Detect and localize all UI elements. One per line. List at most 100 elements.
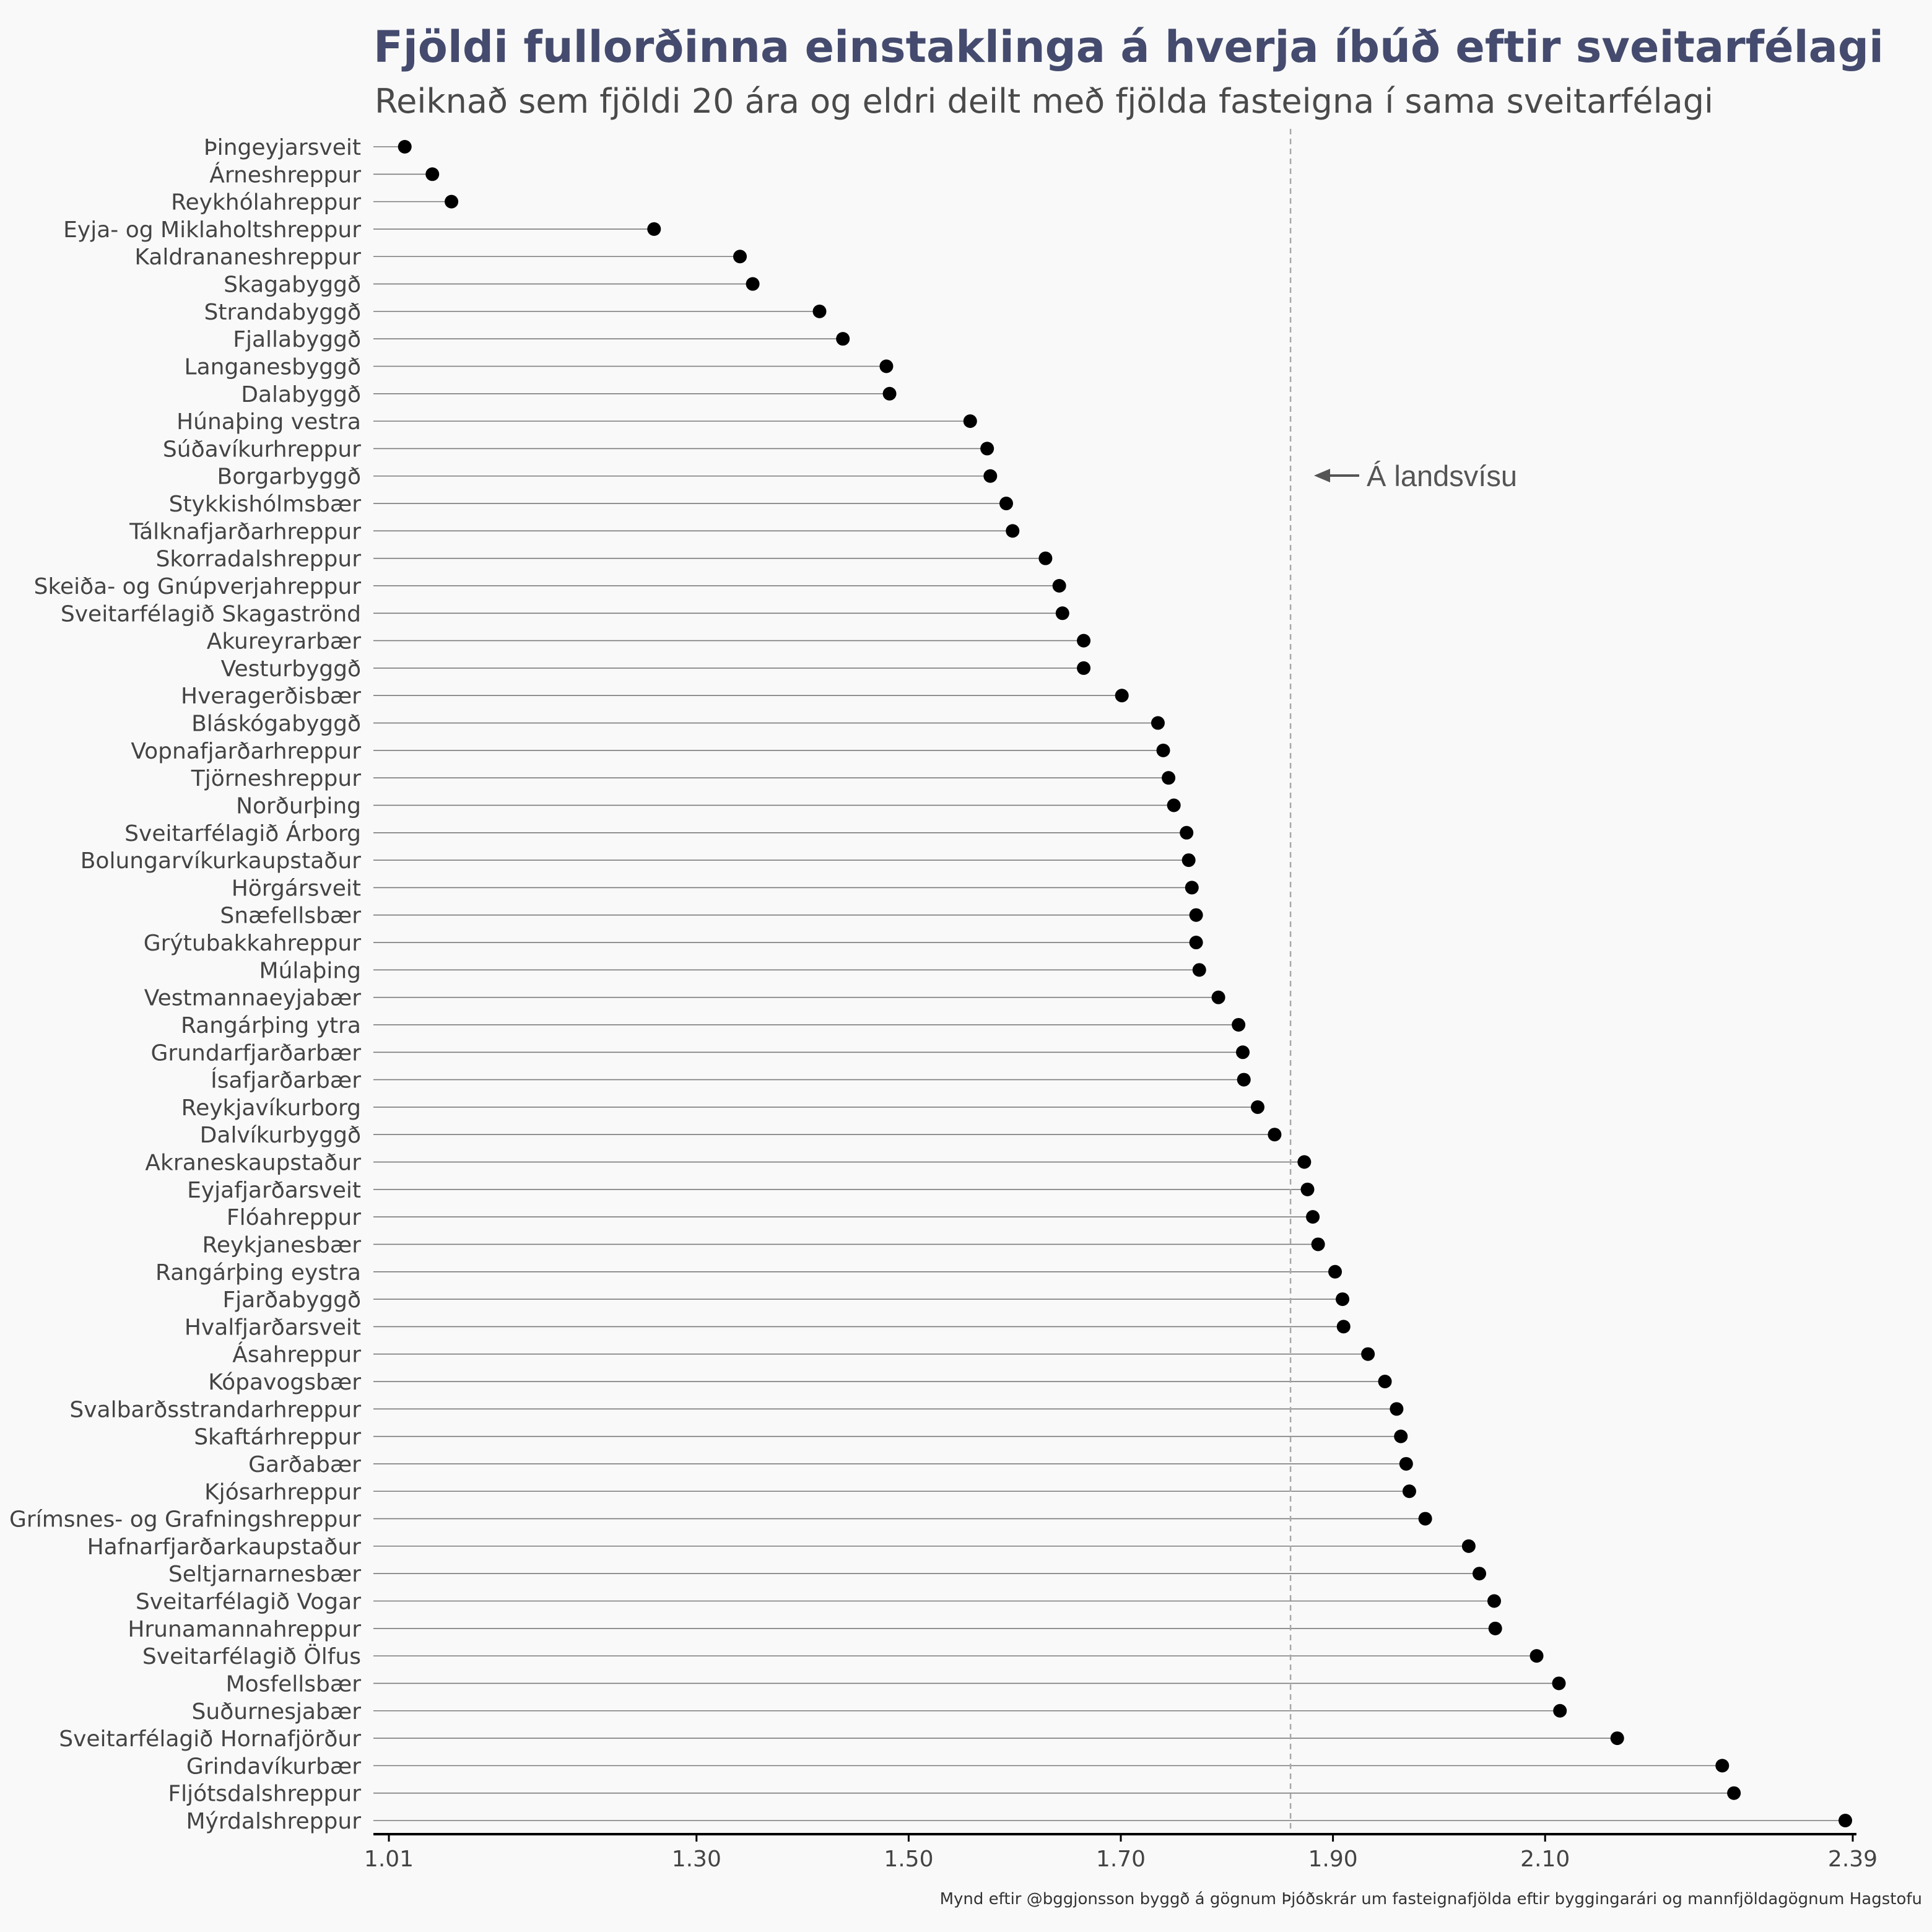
data-point: [1402, 1484, 1416, 1499]
data-point: [1077, 661, 1091, 675]
reference-annotation: Á landsvísu: [1314, 459, 1517, 492]
data-point: [1530, 1649, 1544, 1663]
data-point: [1268, 1128, 1282, 1142]
category-label: Reykjanesbær: [202, 1232, 362, 1258]
category-label: Snæfellsbær: [220, 903, 361, 929]
category-label: Rangárþing eystra: [155, 1260, 361, 1286]
category-label: Vopnafjarðarhreppur: [131, 739, 361, 764]
data-point: [1473, 1567, 1487, 1581]
category-label: Borgarbyggð: [217, 464, 362, 490]
data-point: [1181, 853, 1196, 868]
category-label: Eyja- og Miklaholtshreppur: [63, 217, 361, 243]
data-point: [1167, 798, 1181, 812]
category-label: Seltjarnarnesbær: [168, 1562, 361, 1587]
category-label: Skagabyggð: [224, 272, 361, 298]
data-point: [1297, 1155, 1312, 1169]
category-label: Mosfellsbær: [226, 1671, 362, 1697]
category-label: Langanesbyggð: [185, 354, 361, 380]
category-label: Hrunamannahreppur: [128, 1617, 361, 1642]
category-label: Dalabyggð: [241, 382, 361, 407]
category-label: Grímsnes- og Grafningshreppur: [9, 1507, 361, 1533]
data-point: [836, 332, 850, 346]
category-label: Ásahreppur: [232, 1342, 361, 1368]
data-point: [425, 167, 440, 181]
category-label: Skeiða- og Gnúpverjahreppur: [34, 574, 362, 599]
category-label: Suðurnesjabær: [192, 1699, 362, 1725]
category-label: Hörgársveit: [232, 876, 361, 901]
data-point: [983, 469, 998, 483]
data-point: [1162, 771, 1176, 785]
x-axis-ticks: 1.01 1.30 1.50 1.70 1.90 2.10 2.39: [364, 1834, 1878, 1872]
category-label: Skaftárhreppur: [194, 1425, 361, 1450]
data-point: [1236, 1045, 1250, 1060]
data-point: [445, 194, 459, 209]
category-label: Hveragerðisbær: [181, 684, 361, 709]
category-label: Súðavíkurhreppur: [163, 437, 361, 462]
category-label: Ísafjarðarbær: [211, 1068, 361, 1094]
data-point: [1250, 1100, 1264, 1114]
category-label: Kaldrananeshreppur: [134, 245, 361, 270]
category-label: Mýrdalshreppur: [186, 1809, 362, 1834]
data-point: [999, 497, 1013, 511]
category-label: Akraneskaupstaður: [145, 1151, 361, 1176]
category-labels: ÞingeyjarsveitÁrneshreppurReykhólahreppu…: [9, 135, 361, 1834]
category-label: Reykjavíkurborg: [181, 1095, 361, 1121]
data-point: [1838, 1814, 1853, 1827]
data-point: [1461, 1539, 1476, 1553]
category-label: Grýtubakkahreppur: [144, 931, 361, 956]
data-point: [1192, 963, 1206, 977]
annotation-arrowhead: [1314, 469, 1330, 482]
data-point: [1553, 1704, 1567, 1718]
category-label: Strandabyggð: [204, 300, 361, 325]
data-point: [1189, 936, 1203, 950]
category-label: Flóahreppur: [227, 1205, 361, 1230]
data-point: [980, 442, 994, 456]
data-point: [1306, 1210, 1320, 1224]
chart-title: Fjöldi fullorðinna einstaklinga á hverja…: [373, 22, 1884, 72]
data-point: [1394, 1429, 1408, 1443]
data-point: [1399, 1456, 1413, 1471]
data-point: [1006, 524, 1020, 538]
data-point: [1487, 1594, 1501, 1608]
category-label: Hvalfjarðarsveit: [185, 1315, 361, 1340]
x-tick-label: 1.70: [1096, 1847, 1146, 1872]
data-point: [1115, 689, 1129, 703]
category-label: Eyjafjarðarsveit: [187, 1178, 361, 1203]
category-label: Grindavíkurbær: [186, 1754, 361, 1779]
data-point: [1300, 1182, 1315, 1196]
category-label: Múlaþing: [259, 958, 361, 983]
category-label: Fjallabyggð: [233, 327, 361, 352]
category-label: Sveitarfélagið Árborg: [124, 820, 361, 846]
x-tick-label: 1.50: [884, 1847, 933, 1872]
data-point: [733, 250, 747, 264]
x-tick-label: 1.90: [1308, 1847, 1358, 1872]
category-label: Skorradalshreppur: [156, 547, 362, 572]
lollipop-segments: [373, 146, 1846, 1821]
data-point: [1336, 1292, 1350, 1307]
data-point: [882, 386, 897, 401]
category-label: Grundarfjarðarbær: [151, 1040, 362, 1066]
category-label: Vestmannaeyjabær: [144, 986, 361, 1011]
data-point: [1055, 606, 1069, 620]
data-point: [1610, 1731, 1624, 1746]
category-label: Kópavogsbær: [208, 1370, 361, 1395]
data-point: [1378, 1375, 1392, 1389]
annotation-label: Á landsvísu: [1367, 459, 1517, 492]
data-point: [1189, 908, 1203, 922]
category-label: Akureyrarbær: [207, 629, 362, 655]
data-point: [1727, 1786, 1741, 1800]
category-label: Garðabær: [248, 1452, 361, 1477]
category-label: Tálknafjarðarhreppur: [129, 519, 361, 544]
data-point: [1180, 825, 1194, 840]
data-point: [1336, 1320, 1351, 1334]
category-label: Hafnarfjarðarkaupstaður: [87, 1534, 362, 1560]
data-point: [1211, 990, 1225, 1004]
data-point: [1328, 1264, 1342, 1279]
data-point: [1715, 1759, 1730, 1773]
data-point: [1311, 1237, 1325, 1251]
category-label: Tjörneshreppur: [191, 766, 361, 791]
category-label: Vesturbyggð: [221, 656, 361, 682]
data-point: [879, 359, 894, 373]
